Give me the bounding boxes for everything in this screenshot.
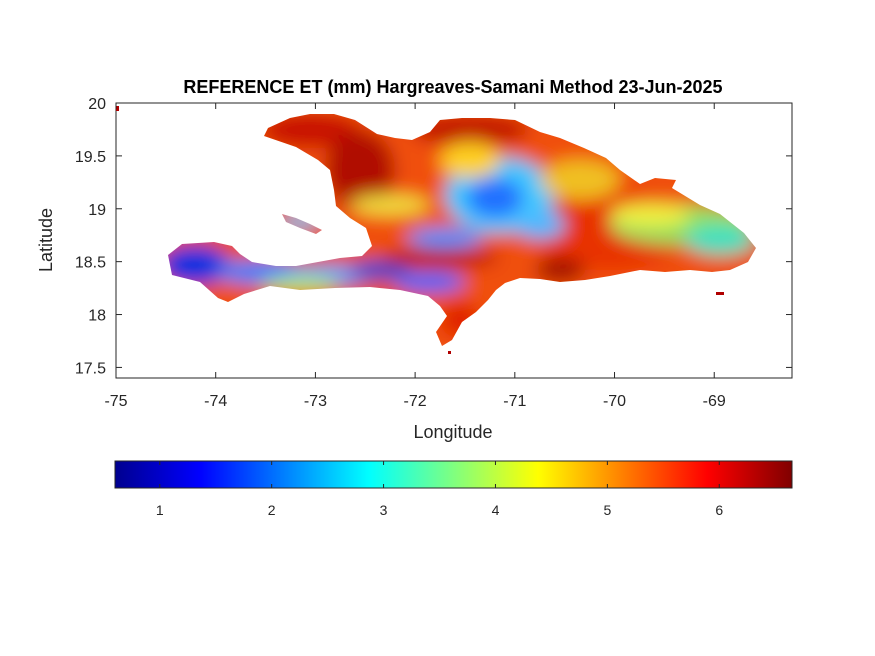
- islet: [716, 292, 724, 295]
- colorbar-tick-label: 2: [268, 502, 276, 518]
- y-tick-label: 17.5: [75, 360, 106, 377]
- y-tick-label: 19: [88, 202, 106, 219]
- chart-title: REFERENCE ET (mm) Hargreaves-Samani Meth…: [183, 77, 722, 97]
- y-axis: 17.5 18 18.5 19 19.5 20: [75, 96, 792, 377]
- islet: [116, 106, 119, 111]
- colorbar-tick-label: 5: [603, 502, 611, 518]
- x-tick-label: -72: [404, 393, 427, 410]
- x-axis: -75 -74 -73 -72 -71 -70 -69: [104, 103, 726, 410]
- colorbar-tick-label: 3: [380, 502, 388, 518]
- x-axis-label: Longitude: [413, 422, 492, 442]
- x-tick-label: -69: [703, 393, 726, 410]
- y-tick-label: 20: [88, 96, 106, 113]
- y-tick-label: 19.5: [75, 149, 106, 166]
- x-tick-label: -73: [304, 393, 327, 410]
- y-tick-label: 18.5: [75, 255, 106, 272]
- y-tick-label: 18: [88, 308, 106, 325]
- x-tick-label: -74: [204, 393, 227, 410]
- x-tick-label: -70: [603, 393, 626, 410]
- colorbar-tick-label: 6: [715, 502, 723, 518]
- x-tick-label: -71: [503, 393, 526, 410]
- colorbar-ticks: 1 2 3 4 5 6: [156, 461, 723, 518]
- colorbar: [114, 460, 793, 489]
- colorbar-tick-label: 4: [492, 502, 500, 518]
- colorbar-tick-label: 1: [156, 502, 164, 518]
- islet: [448, 351, 451, 354]
- y-axis-label: Latitude: [36, 208, 56, 272]
- x-tick-label: -75: [104, 393, 127, 410]
